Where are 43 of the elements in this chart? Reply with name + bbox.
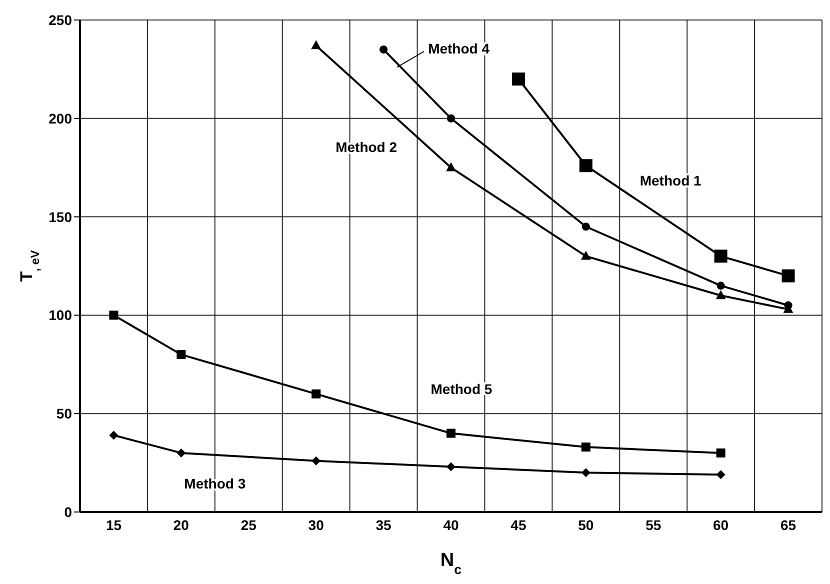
x-tick-label: 30 xyxy=(308,516,324,533)
point xyxy=(446,114,456,122)
point xyxy=(716,470,726,480)
point xyxy=(176,350,186,360)
x-tick-label: 15 xyxy=(106,516,122,533)
x-tick-label: 20 xyxy=(173,516,190,533)
point xyxy=(716,282,725,290)
point xyxy=(312,456,321,466)
point xyxy=(716,290,726,300)
y-tick-label: 100 xyxy=(48,307,72,324)
point xyxy=(580,250,591,260)
point xyxy=(512,72,525,86)
x-tick-label: 40 xyxy=(443,516,459,533)
point xyxy=(176,448,186,458)
y-tick-label: 250 xyxy=(48,12,72,28)
x-tick-label: 60 xyxy=(713,516,729,533)
point xyxy=(446,462,456,472)
point xyxy=(312,389,321,398)
x-tick-label: 45 xyxy=(510,516,526,533)
point xyxy=(716,448,726,458)
point xyxy=(109,310,118,320)
point xyxy=(446,428,456,438)
point xyxy=(311,40,322,50)
y-tick-label: 50 xyxy=(56,406,72,422)
x-tick-label: 50 xyxy=(578,516,594,533)
point xyxy=(582,222,590,231)
x-axis-title: N$_{c}$ xyxy=(440,550,462,576)
x-tick-label: 35 xyxy=(376,516,392,533)
point xyxy=(581,442,590,452)
x-tick-label: 55 xyxy=(646,516,662,533)
point xyxy=(714,250,728,263)
y-tick-label: 0 xyxy=(64,504,72,520)
point xyxy=(446,162,456,172)
x-tick-label: 25 xyxy=(240,516,257,533)
point xyxy=(581,468,590,478)
point xyxy=(782,269,795,282)
y-tick-label: 150 xyxy=(48,208,72,225)
point xyxy=(109,430,118,440)
point xyxy=(379,45,388,54)
x-tick-label: 65 xyxy=(780,516,796,533)
y-tick-label: 200 xyxy=(48,110,72,126)
point xyxy=(784,301,792,310)
point xyxy=(579,159,592,172)
